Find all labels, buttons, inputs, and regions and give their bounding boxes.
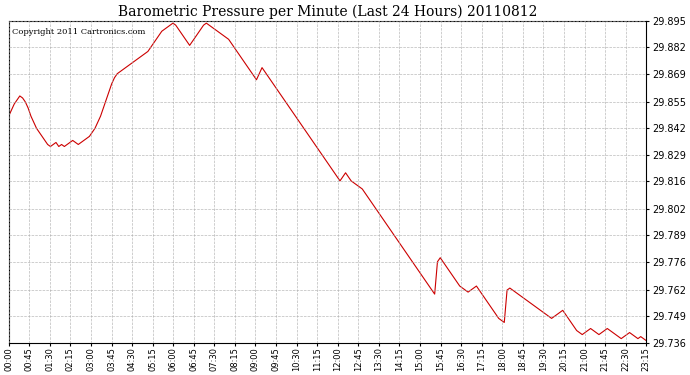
Text: Copyright 2011 Cartronics.com: Copyright 2011 Cartronics.com	[12, 27, 145, 36]
Title: Barometric Pressure per Minute (Last 24 Hours) 20110812: Barometric Pressure per Minute (Last 24 …	[118, 4, 537, 18]
